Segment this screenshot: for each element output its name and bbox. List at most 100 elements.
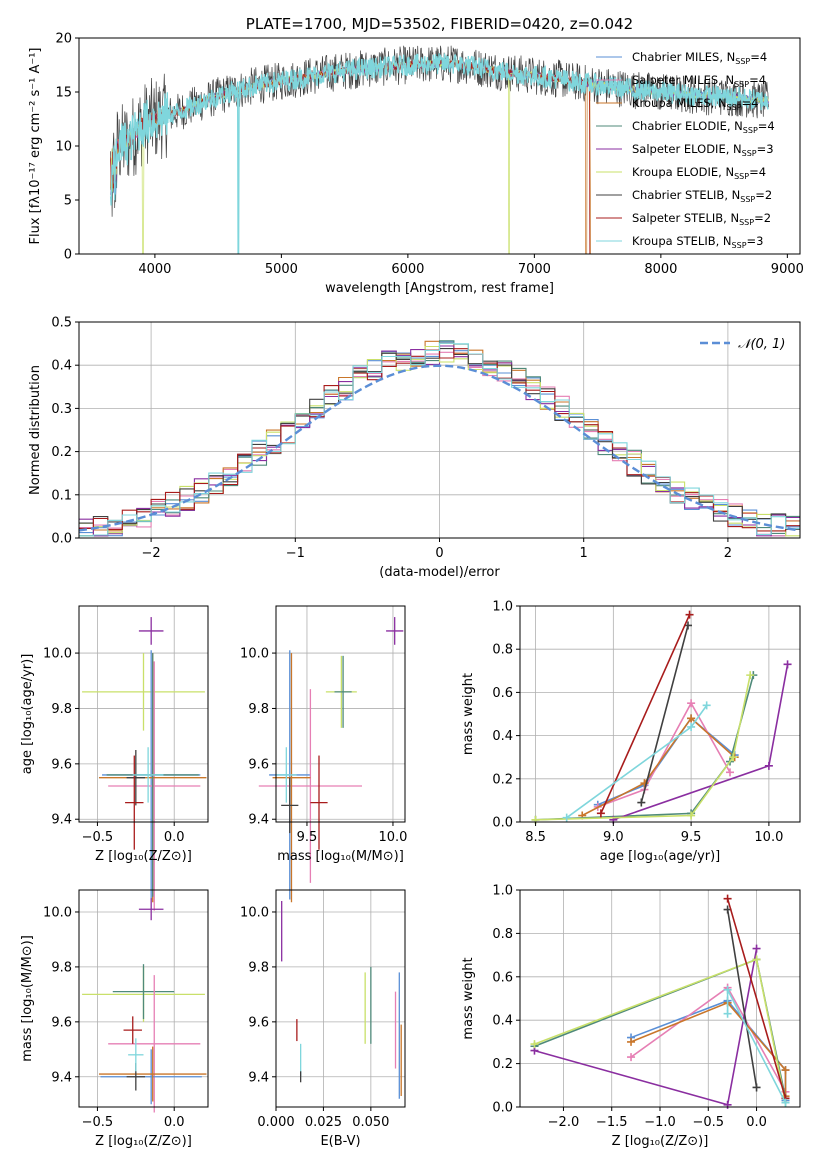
residuals-plot-area bbox=[78, 340, 801, 537]
x-axis-label: Z [log₁₀(Z/Z⊙)] bbox=[95, 1134, 192, 1149]
legend-count: =3 bbox=[757, 142, 774, 156]
y-tick-label: 9.4 bbox=[51, 813, 72, 828]
weight-marker bbox=[752, 1083, 761, 1092]
errorbar-point bbox=[108, 661, 201, 911]
weight-marker bbox=[702, 701, 711, 710]
weight-marker bbox=[687, 722, 696, 731]
legend-subscript: SSP bbox=[735, 57, 750, 66]
weight-marker bbox=[627, 1053, 636, 1062]
errorbar-point bbox=[334, 655, 352, 728]
weight-marker bbox=[783, 660, 792, 669]
x-tick-label: −2.0 bbox=[548, 1115, 580, 1130]
x-tick-label: 0.0 bbox=[164, 830, 185, 845]
legend-entry: Chabrier STELIB, NSSP=2 bbox=[632, 188, 772, 204]
errorbar-point bbox=[386, 617, 404, 645]
legend-count: =2 bbox=[754, 211, 771, 225]
weight-age-panel: 8.5 9.0 9.5 10.0 0.0 0.2 0.4 0.6 0.8 1.0 age [log₁… bbox=[461, 600, 801, 864]
legend-count: =4 bbox=[749, 73, 766, 87]
weight-line-chabrier-elodie bbox=[535, 674, 755, 821]
weight-marker bbox=[752, 944, 761, 953]
y-tick-label: 9.4 bbox=[248, 813, 269, 828]
y-tick-label: 0.0 bbox=[492, 816, 513, 831]
weight-line-kroupa-stelib bbox=[566, 704, 708, 819]
y-tick-label: 9.6 bbox=[248, 757, 269, 772]
y-tick-label: 10.0 bbox=[240, 647, 269, 662]
errorbar-point bbox=[98, 1046, 207, 1102]
x-tick-label: 10.0 bbox=[754, 830, 783, 845]
ebv-mass-plot-area bbox=[281, 900, 402, 1099]
y-tick-label: 0.6 bbox=[492, 686, 513, 701]
y-tick-label: 9.8 bbox=[248, 702, 269, 717]
weight-line-salpeter-miles bbox=[597, 701, 731, 808]
legend-count: =4 bbox=[750, 50, 767, 64]
y-axis-label: mass weight bbox=[461, 957, 476, 1039]
y-tick-label: 5 bbox=[64, 194, 72, 209]
legend-count: =4 bbox=[758, 119, 775, 133]
errorbar-point bbox=[125, 755, 144, 850]
weight-line-chabrier-stelib bbox=[640, 625, 689, 803]
y-tick-label: 1.0 bbox=[492, 884, 513, 899]
spectrum-plot-area bbox=[109, 45, 769, 254]
gaussian-curve bbox=[78, 364, 801, 532]
weight-line-kroupa-elodie bbox=[535, 674, 751, 821]
y-axis-label: Flux [fλ10⁻¹⁷ erg cm⁻² s⁻¹ A⁻¹] bbox=[28, 48, 43, 245]
y-tick-label: 0 bbox=[64, 248, 72, 263]
y-tick-label: 9.4 bbox=[51, 1070, 72, 1085]
legend-subscript: SSP bbox=[740, 195, 755, 204]
x-tick-label: 0.0 bbox=[164, 1115, 185, 1130]
x-tick-label: 10.0 bbox=[378, 830, 407, 845]
y-tick-label: 0.4 bbox=[51, 359, 72, 374]
y-tick-label: 0.0 bbox=[492, 1101, 513, 1116]
gaussian-legend-label: 𝒩(0, 1) bbox=[738, 337, 785, 352]
ebv-mass-frame bbox=[275, 889, 406, 1108]
z-age-panel: −0.5 0.0 9.4 9.6 9.8 10.0 Z [log₁₀(Z/Z⊙)] age [… bbox=[20, 605, 209, 911]
legend-count: =4 bbox=[749, 165, 766, 179]
y-tick-label: 15 bbox=[55, 86, 72, 101]
y-tick-label: 10.0 bbox=[43, 905, 72, 920]
y-tick-label: 9.6 bbox=[51, 1015, 72, 1030]
weight-marker bbox=[562, 813, 571, 822]
z-mass-plot-area bbox=[82, 898, 207, 1113]
legend-entry: Kroupa STELIB, NSSP=3 bbox=[632, 234, 763, 250]
x-tick-label: −0.5 bbox=[82, 1115, 114, 1130]
z-mass-panel: −0.5 0.0 9.4 9.6 9.8 10.0 Z [log₁₀(Z/Z⊙)] mass … bbox=[20, 889, 209, 1149]
weight-age-frame bbox=[519, 605, 801, 823]
x-tick-label: 0.025 bbox=[305, 1115, 342, 1130]
y-tick-label: 20 bbox=[55, 32, 72, 47]
legend-subscript: SSP bbox=[732, 241, 747, 250]
weight-line-kroupa-miles bbox=[630, 1001, 787, 1097]
residuals-panel: −2 −1 0 1 2 0.0 0.1 0.2 0.3 0.4 0.5 (data-model)/er… bbox=[28, 316, 801, 580]
weight-marker bbox=[723, 985, 732, 994]
weight-marker bbox=[723, 1009, 732, 1018]
x-tick-label: 1 bbox=[580, 546, 588, 561]
x-tick-label: 8.5 bbox=[525, 830, 546, 845]
weight-line-salpeter-stelib bbox=[600, 614, 691, 814]
y-tick-label: 9.4 bbox=[248, 1070, 269, 1085]
mass-age-panel: 9.5 10.0 9.4 9.6 9.8 10.0 mass [log₁₀(M/M⊙)] bbox=[240, 605, 407, 903]
errorbar-point bbox=[123, 1016, 142, 1044]
legend-subscript: SSP bbox=[742, 149, 757, 158]
y-tick-label: 9.6 bbox=[248, 1015, 269, 1030]
y-tick-label: 0.8 bbox=[492, 643, 513, 658]
errorbar-point bbox=[112, 964, 175, 1020]
legend-entry: Kroupa ELODIE, NSSP=4 bbox=[632, 165, 766, 181]
errorbar-point bbox=[128, 1038, 144, 1072]
weight-marker bbox=[627, 1037, 636, 1046]
legend-entry: Salpeter ELODIE, NSSP=3 bbox=[632, 142, 774, 158]
errorbar-point bbox=[108, 975, 201, 1113]
x-tick-label: 0.050 bbox=[352, 1115, 389, 1130]
histogram-salpeter-stelib bbox=[79, 348, 800, 532]
weight-line-kroupa-miles bbox=[581, 717, 736, 817]
ebv-mass-panel: 0.000 0.025 0.050 9.4 9.6 9.8 10.0 E(B-V) bbox=[240, 889, 406, 1149]
y-tick-label: 0.1 bbox=[51, 488, 72, 503]
x-tick-label: 8000 bbox=[644, 262, 677, 277]
weight-marker bbox=[687, 699, 696, 708]
x-tick-label: 6000 bbox=[391, 262, 424, 277]
x-tick-label: 5000 bbox=[265, 262, 298, 277]
legend-subscript: SSP bbox=[734, 80, 749, 89]
y-axis-label: mass [log₁₀(M/M⊙)] bbox=[20, 935, 35, 1062]
errorbar-point bbox=[281, 777, 299, 834]
y-tick-label: 0.2 bbox=[492, 1057, 513, 1072]
weight-z-plot-area bbox=[530, 894, 790, 1109]
